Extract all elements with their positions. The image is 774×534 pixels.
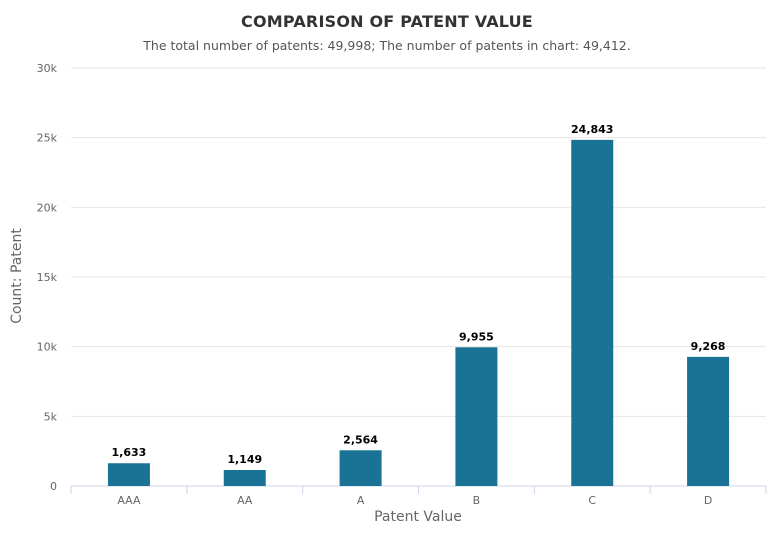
x-tick-label: C (588, 494, 596, 507)
data-labels: 1,633 1,149 2,564 9,955 24,843 9,268 (112, 123, 726, 466)
y-axis-title: Count: Patent (9, 228, 25, 324)
bars (107, 139, 730, 487)
x-tick-label: AAA (117, 494, 141, 507)
y-tick-label: 25k (37, 132, 58, 145)
y-axis-ticks: 0 5k 10k 15k 20k 25k 30k (37, 62, 58, 493)
bar-d[interactable] (687, 356, 730, 486)
bar-a[interactable] (339, 450, 382, 486)
bar-aaa[interactable] (107, 463, 150, 486)
y-tick-label: 20k (37, 201, 58, 214)
data-label: 2,564 (343, 433, 378, 446)
x-axis: AAA AA A B C D (70, 485, 767, 507)
x-axis-title: Patent Value (374, 509, 462, 525)
data-label: 1,149 (227, 453, 262, 466)
x-tick-label: B (473, 494, 481, 507)
data-label: 24,843 (571, 123, 613, 136)
x-tick-label: AA (237, 494, 253, 507)
data-label: 9,955 (459, 330, 494, 343)
data-label: 9,268 (691, 340, 726, 353)
y-tick-label: 10k (37, 341, 58, 354)
data-label: 1,633 (112, 446, 147, 459)
gridlines (71, 67, 766, 417)
x-tick-label: D (704, 494, 712, 507)
x-tick-label: A (357, 494, 365, 507)
bar-b[interactable] (455, 347, 498, 486)
y-tick-label: 30k (37, 62, 58, 75)
bar-aa[interactable] (223, 469, 266, 486)
y-tick-label: 5k (44, 410, 58, 423)
y-tick-label: 15k (37, 271, 58, 284)
y-tick-label: 0 (50, 480, 57, 493)
chart-subtitle: The total number of patents: 49,998; The… (143, 38, 631, 53)
bar-c[interactable] (571, 139, 614, 487)
chart-title: COMPARISON OF PATENT VALUE (241, 12, 533, 31)
